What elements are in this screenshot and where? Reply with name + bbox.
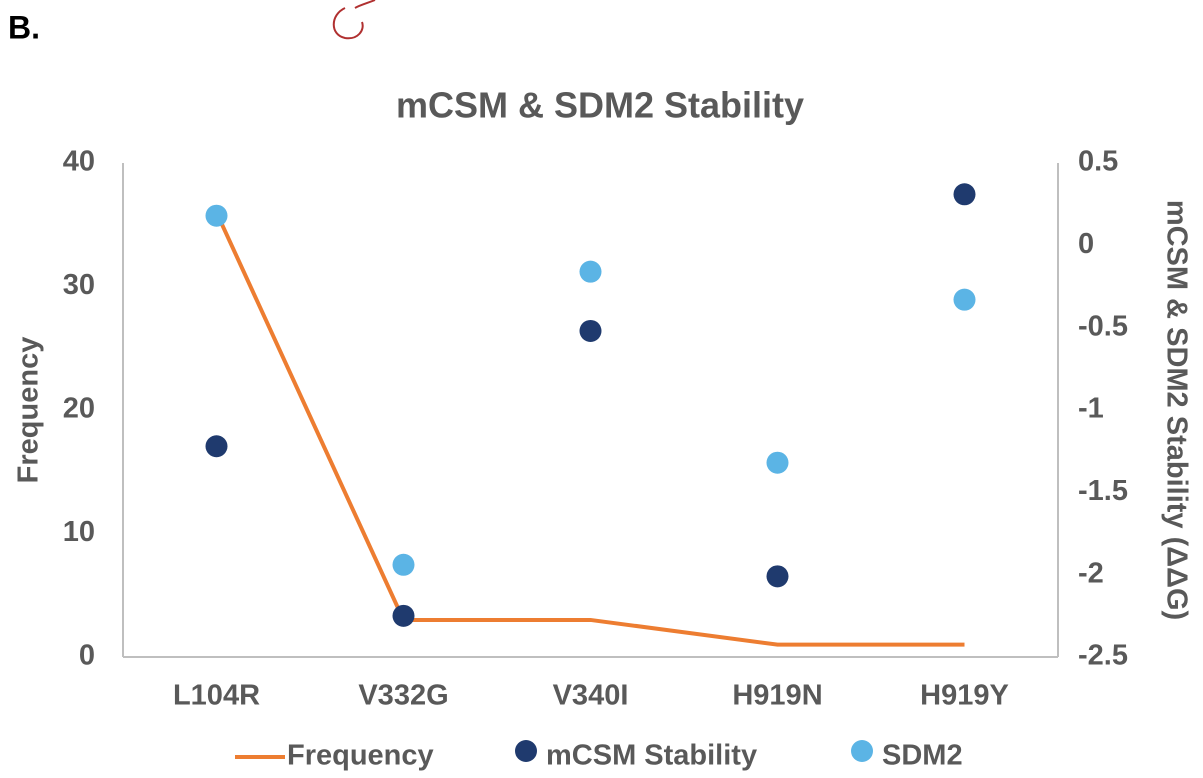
x-tick-label: L104R [173, 680, 260, 712]
point [954, 183, 976, 205]
legend-label: Frequency [287, 740, 434, 772]
y-tick-label: 20 [63, 393, 95, 425]
y2-tick-label: 0.5 [1078, 146, 1118, 178]
y-tick-label: 40 [63, 146, 95, 178]
point [393, 605, 415, 627]
legend-label: SDM2 [882, 740, 963, 772]
y-tick-label: 0 [79, 640, 95, 672]
x-tick-label: V332G [358, 680, 448, 712]
panel-label: B. [8, 9, 40, 45]
legend-swatch [851, 740, 873, 762]
point [767, 452, 789, 474]
y-tick-label: 10 [63, 516, 95, 548]
legend-swatch [515, 740, 537, 762]
y2-tick-label: 0 [1078, 228, 1094, 260]
x-tick-label: V340I [553, 680, 629, 712]
point [206, 435, 228, 457]
x-tick-label: H919N [732, 680, 822, 712]
point [580, 261, 602, 283]
y-tick-label: 30 [63, 269, 95, 301]
y-axis-title: Frequency [13, 337, 45, 484]
y2-tick-label: -1.5 [1078, 475, 1128, 507]
y2-axis-title: mCSM & SDM2 Stability (ΔΔG) [1160, 200, 1192, 620]
legend-label: mCSM Stability [546, 740, 757, 772]
point [580, 320, 602, 342]
chart: B. mCSM & SDM2 Stability Frequency mCSM … [0, 0, 1203, 778]
y2-tick-label: -2 [1078, 557, 1104, 589]
y2-tick-label: -2.5 [1078, 640, 1128, 672]
point [393, 554, 415, 576]
point [767, 565, 789, 587]
point [954, 289, 976, 311]
page: B. mCSM & SDM2 Stability Frequency mCSM … [0, 0, 1203, 778]
chart-title: mCSM & SDM2 Stability [396, 85, 804, 126]
fragment [334, 0, 375, 38]
y2-tick-label: -0.5 [1078, 310, 1128, 342]
x-tick-label: H919Y [920, 680, 1009, 712]
y2-tick-label: -1 [1078, 393, 1104, 425]
point [206, 205, 228, 227]
